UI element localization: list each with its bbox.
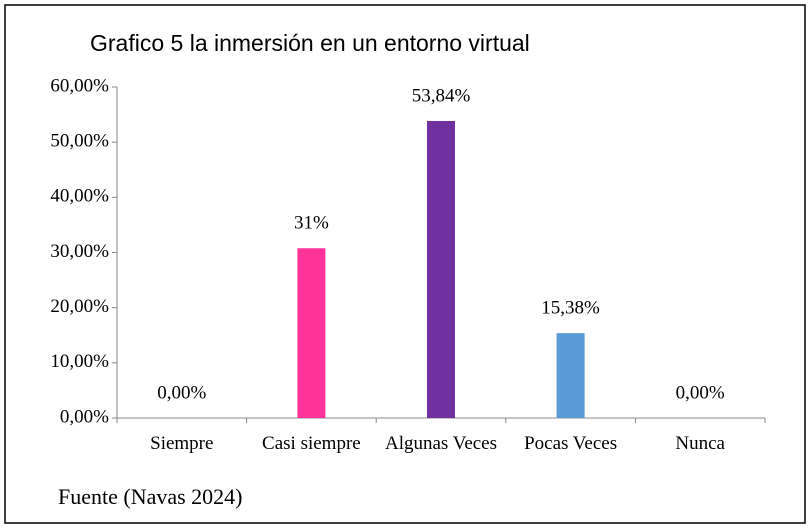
source-note: Fuente (Navas 2024) [58,484,243,509]
data-label: 0,00% [676,382,725,403]
y-tick-label: 20,00% [50,296,109,317]
y-tick-label: 30,00% [50,241,109,262]
data-label: 53,84% [412,85,471,106]
bar [556,333,585,418]
y-tick-label: 10,00% [50,351,109,372]
y-tick-label: 40,00% [50,186,109,207]
x-tick-label: Pocas Veces [524,433,618,454]
y-tick-label: 0,00% [60,406,109,427]
chart-border [4,4,806,524]
bar [297,248,326,418]
x-tick-label: Nunca [675,433,725,454]
y-tick-label: 60,00% [50,75,109,96]
y-tick-label: 50,00% [50,131,109,152]
x-tick-label: Siempre [150,433,214,454]
x-tick-label: Casi siempre [262,433,361,454]
data-label: 0,00% [157,382,206,403]
x-tick-label: Algunas Veces [384,433,498,454]
chart-title: Grafico 5 la inmersión en un entorno vir… [90,30,530,56]
data-label: 31% [294,213,329,234]
data-label: 15,38% [541,298,600,319]
bar [427,120,455,418]
